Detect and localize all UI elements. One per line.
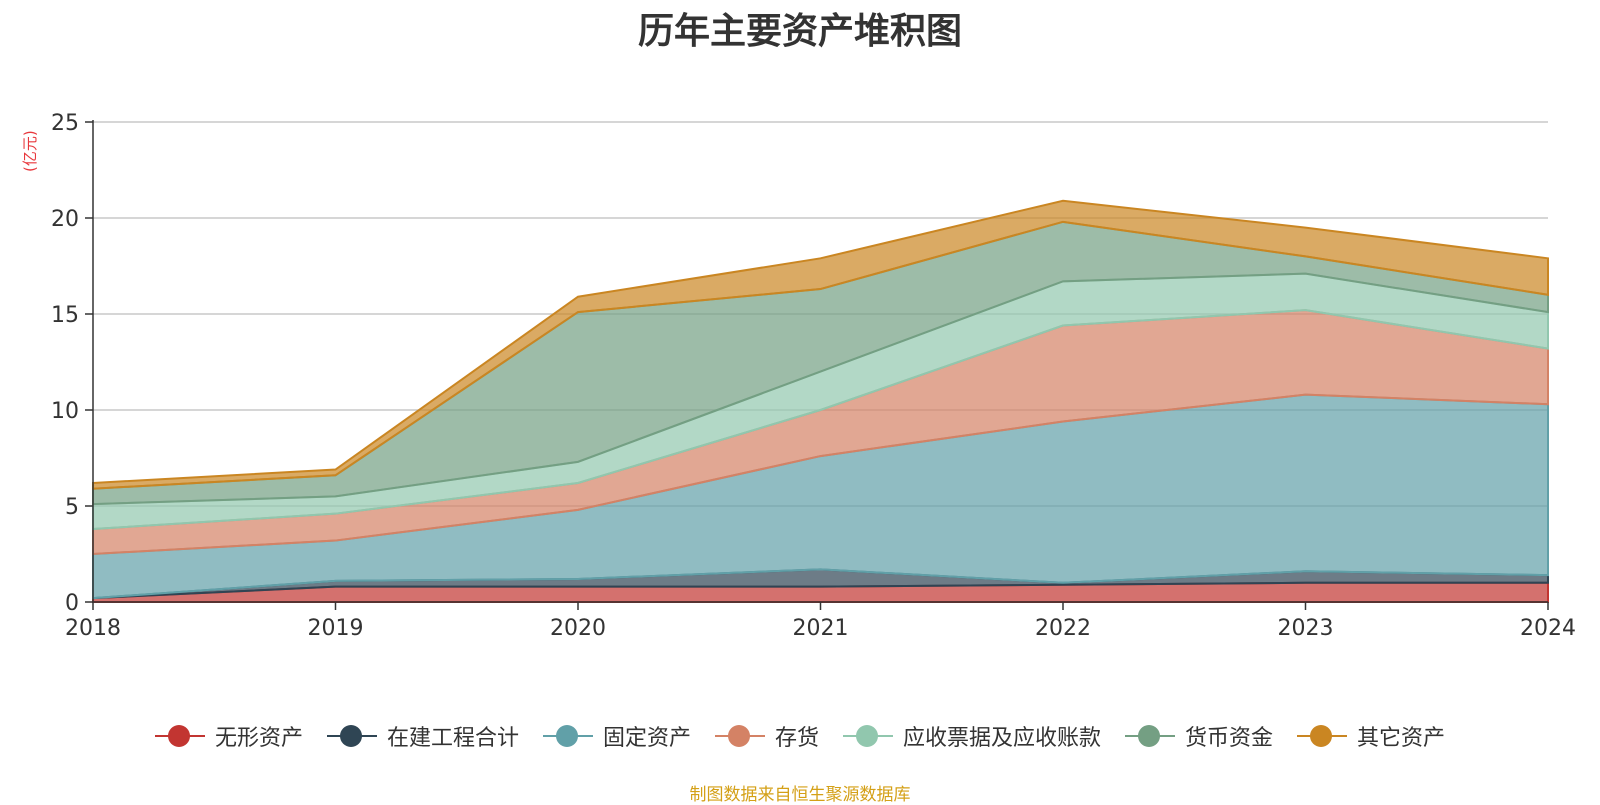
legend-marker-icon	[542, 724, 593, 748]
legend: 无形资产 在建工程合计 固定资产 存货 应收票据及应收账款 货币资金 其它资产	[0, 720, 1600, 752]
legend-label: 存货	[774, 726, 819, 751]
y-tick-label: 0	[65, 591, 79, 616]
x-tick-label: 2020	[550, 616, 606, 641]
legend-marker-icon	[1297, 724, 1348, 748]
area-series-6[interactable]	[92, 199, 1549, 490]
legend-item[interactable]: 应收票据及应收账款	[843, 720, 1101, 752]
legend-label: 货币资金	[1185, 726, 1274, 751]
legend-item[interactable]: 在建工程合计	[326, 720, 519, 752]
legend-marker-icon	[714, 724, 765, 748]
legend-label: 应收票据及应收账款	[903, 726, 1102, 751]
axes: 0 5 10 15 20 25 2018 2019 2020 2021 2022 2023 2024	[51, 111, 1576, 641]
legend-label: 在建工程合计	[386, 726, 519, 751]
legend-item[interactable]: 固定资产	[542, 720, 691, 752]
source-label: 制图数据来自恒生聚源数据库	[689, 785, 911, 805]
legend-item[interactable]: 其它资产	[1297, 720, 1445, 752]
legend-marker-icon	[843, 724, 893, 748]
y-tick-label: 15	[51, 303, 79, 328]
y-tick-label: 25	[51, 111, 79, 136]
x-tick-label: 2021	[793, 616, 849, 641]
x-tick-label: 2019	[308, 616, 364, 641]
legend-marker-icon	[326, 724, 377, 748]
legend-label: 其它资产	[1357, 726, 1446, 751]
legend-item[interactable]: 存货	[714, 720, 819, 752]
x-tick-label: 2022	[1035, 616, 1091, 641]
chart-title: 历年主要资产堆积图	[637, 11, 962, 52]
legend-marker-icon	[1125, 724, 1176, 748]
legend-item[interactable]: 货币资金	[1125, 720, 1273, 752]
legend-label: 无形资产	[214, 726, 303, 751]
y-tick-label: 20	[51, 207, 79, 232]
x-tick-label: 2018	[65, 616, 121, 641]
y-tick-label: 5	[65, 495, 79, 520]
legend-item[interactable]: 无形资产	[154, 720, 303, 752]
area-layer	[92, 199, 1549, 603]
legend-label: 固定资产	[602, 726, 691, 751]
y-tick-label: 10	[51, 399, 79, 424]
legend-marker-icon	[154, 724, 205, 748]
x-tick-label: 2023	[1278, 616, 1334, 641]
x-tick-label: 2024	[1520, 616, 1576, 641]
